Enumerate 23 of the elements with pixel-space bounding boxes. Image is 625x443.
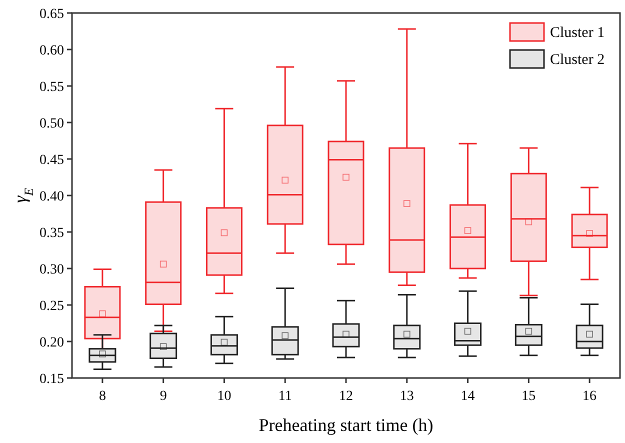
x-tick-label: 8 [98,389,106,404]
x-tick-label: 10 [217,389,232,404]
x-tick-label: 15 [522,389,536,404]
y-tick-label: 0.25 [40,299,64,314]
y-tick-label: 0.15 [40,372,64,387]
y-tick-label: 0.45 [40,153,64,168]
x-tick-label: 12 [339,389,353,404]
y-tick-label: 0.35 [40,226,64,241]
y-tick-label: 0.55 [40,80,64,95]
y-tick-label: 0.40 [40,190,64,204]
y-tick-label: 0.30 [40,262,64,278]
x-tick-label: 14 [460,389,475,404]
x-tick-label: 11 [278,389,292,404]
x-axis-title: Preheating start time (h) [258,415,434,435]
x-tick-label: 16 [582,389,597,404]
x-tick-label: 9 [160,389,167,404]
y-tick-label: 0.20 [40,336,64,350]
legend-label: Cluster 2 [550,52,605,68]
y-tick-label: 0.65 [40,7,64,22]
x-tick-label: 13 [400,389,414,404]
y-tick-label: 0.60 [40,44,64,58]
legend-label: Cluster 1 [550,25,605,41]
y-tick-label: 0.50 [40,116,64,132]
